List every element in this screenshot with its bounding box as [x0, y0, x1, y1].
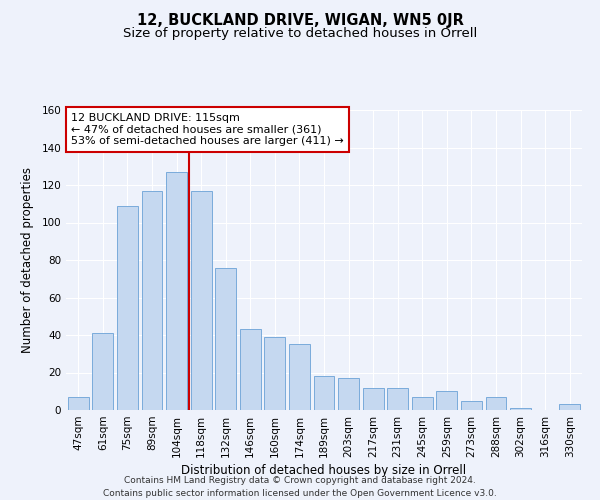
Bar	[240, 330, 261, 410]
Bar	[289, 344, 310, 410]
Bar	[412, 397, 433, 410]
Bar	[92, 333, 113, 410]
Text: 12 BUCKLAND DRIVE: 115sqm
← 47% of detached houses are smaller (361)
53% of semi: 12 BUCKLAND DRIVE: 115sqm ← 47% of detac…	[71, 113, 344, 146]
Bar	[215, 268, 236, 410]
Bar	[510, 408, 531, 410]
Bar	[166, 172, 187, 410]
Bar	[362, 388, 383, 410]
Bar	[559, 404, 580, 410]
Bar	[68, 397, 89, 410]
Bar	[485, 397, 506, 410]
Bar	[265, 337, 286, 410]
X-axis label: Distribution of detached houses by size in Orrell: Distribution of detached houses by size …	[181, 464, 467, 477]
Text: 12, BUCKLAND DRIVE, WIGAN, WN5 0JR: 12, BUCKLAND DRIVE, WIGAN, WN5 0JR	[137, 12, 463, 28]
Y-axis label: Number of detached properties: Number of detached properties	[22, 167, 34, 353]
Bar	[461, 400, 482, 410]
Text: Size of property relative to detached houses in Orrell: Size of property relative to detached ho…	[123, 28, 477, 40]
Bar	[387, 388, 408, 410]
Bar	[436, 391, 457, 410]
Bar	[338, 378, 359, 410]
Text: Contains HM Land Registry data © Crown copyright and database right 2024.
Contai: Contains HM Land Registry data © Crown c…	[103, 476, 497, 498]
Bar	[191, 190, 212, 410]
Bar	[142, 190, 163, 410]
Bar	[117, 206, 138, 410]
Bar	[314, 376, 334, 410]
